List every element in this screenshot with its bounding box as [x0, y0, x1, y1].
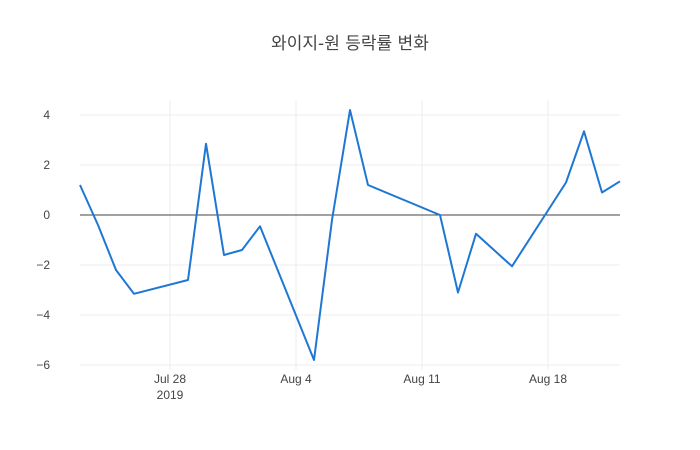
- y-axis-ticks: 4 2 0 −2 −4 −6: [36, 108, 50, 372]
- series-layer: [79, 109, 621, 361]
- y-tick-label: 0: [43, 208, 50, 222]
- grid-lines: [80, 100, 620, 370]
- x-tick-label: Jul 28: [154, 372, 186, 386]
- chart-title: 와이지-원 등락률 변화: [271, 34, 429, 54]
- x-tick-label: Aug 11: [403, 372, 440, 386]
- y-tick-label: −4: [36, 308, 50, 322]
- x-axis-ticks: Jul 28 2019 Aug 4 Aug 11 Aug 18: [154, 372, 567, 402]
- y-tick-label: −2: [36, 258, 50, 272]
- y-tick-label: 4: [43, 108, 50, 122]
- y-tick-label: 2: [43, 158, 50, 172]
- y-tick-label: −6: [36, 358, 50, 372]
- x-tick-year-label: 2019: [157, 388, 184, 402]
- x-tick-label: Aug 4: [280, 372, 312, 386]
- x-tick-label: Aug 18: [529, 372, 567, 386]
- series-line: [79, 109, 621, 361]
